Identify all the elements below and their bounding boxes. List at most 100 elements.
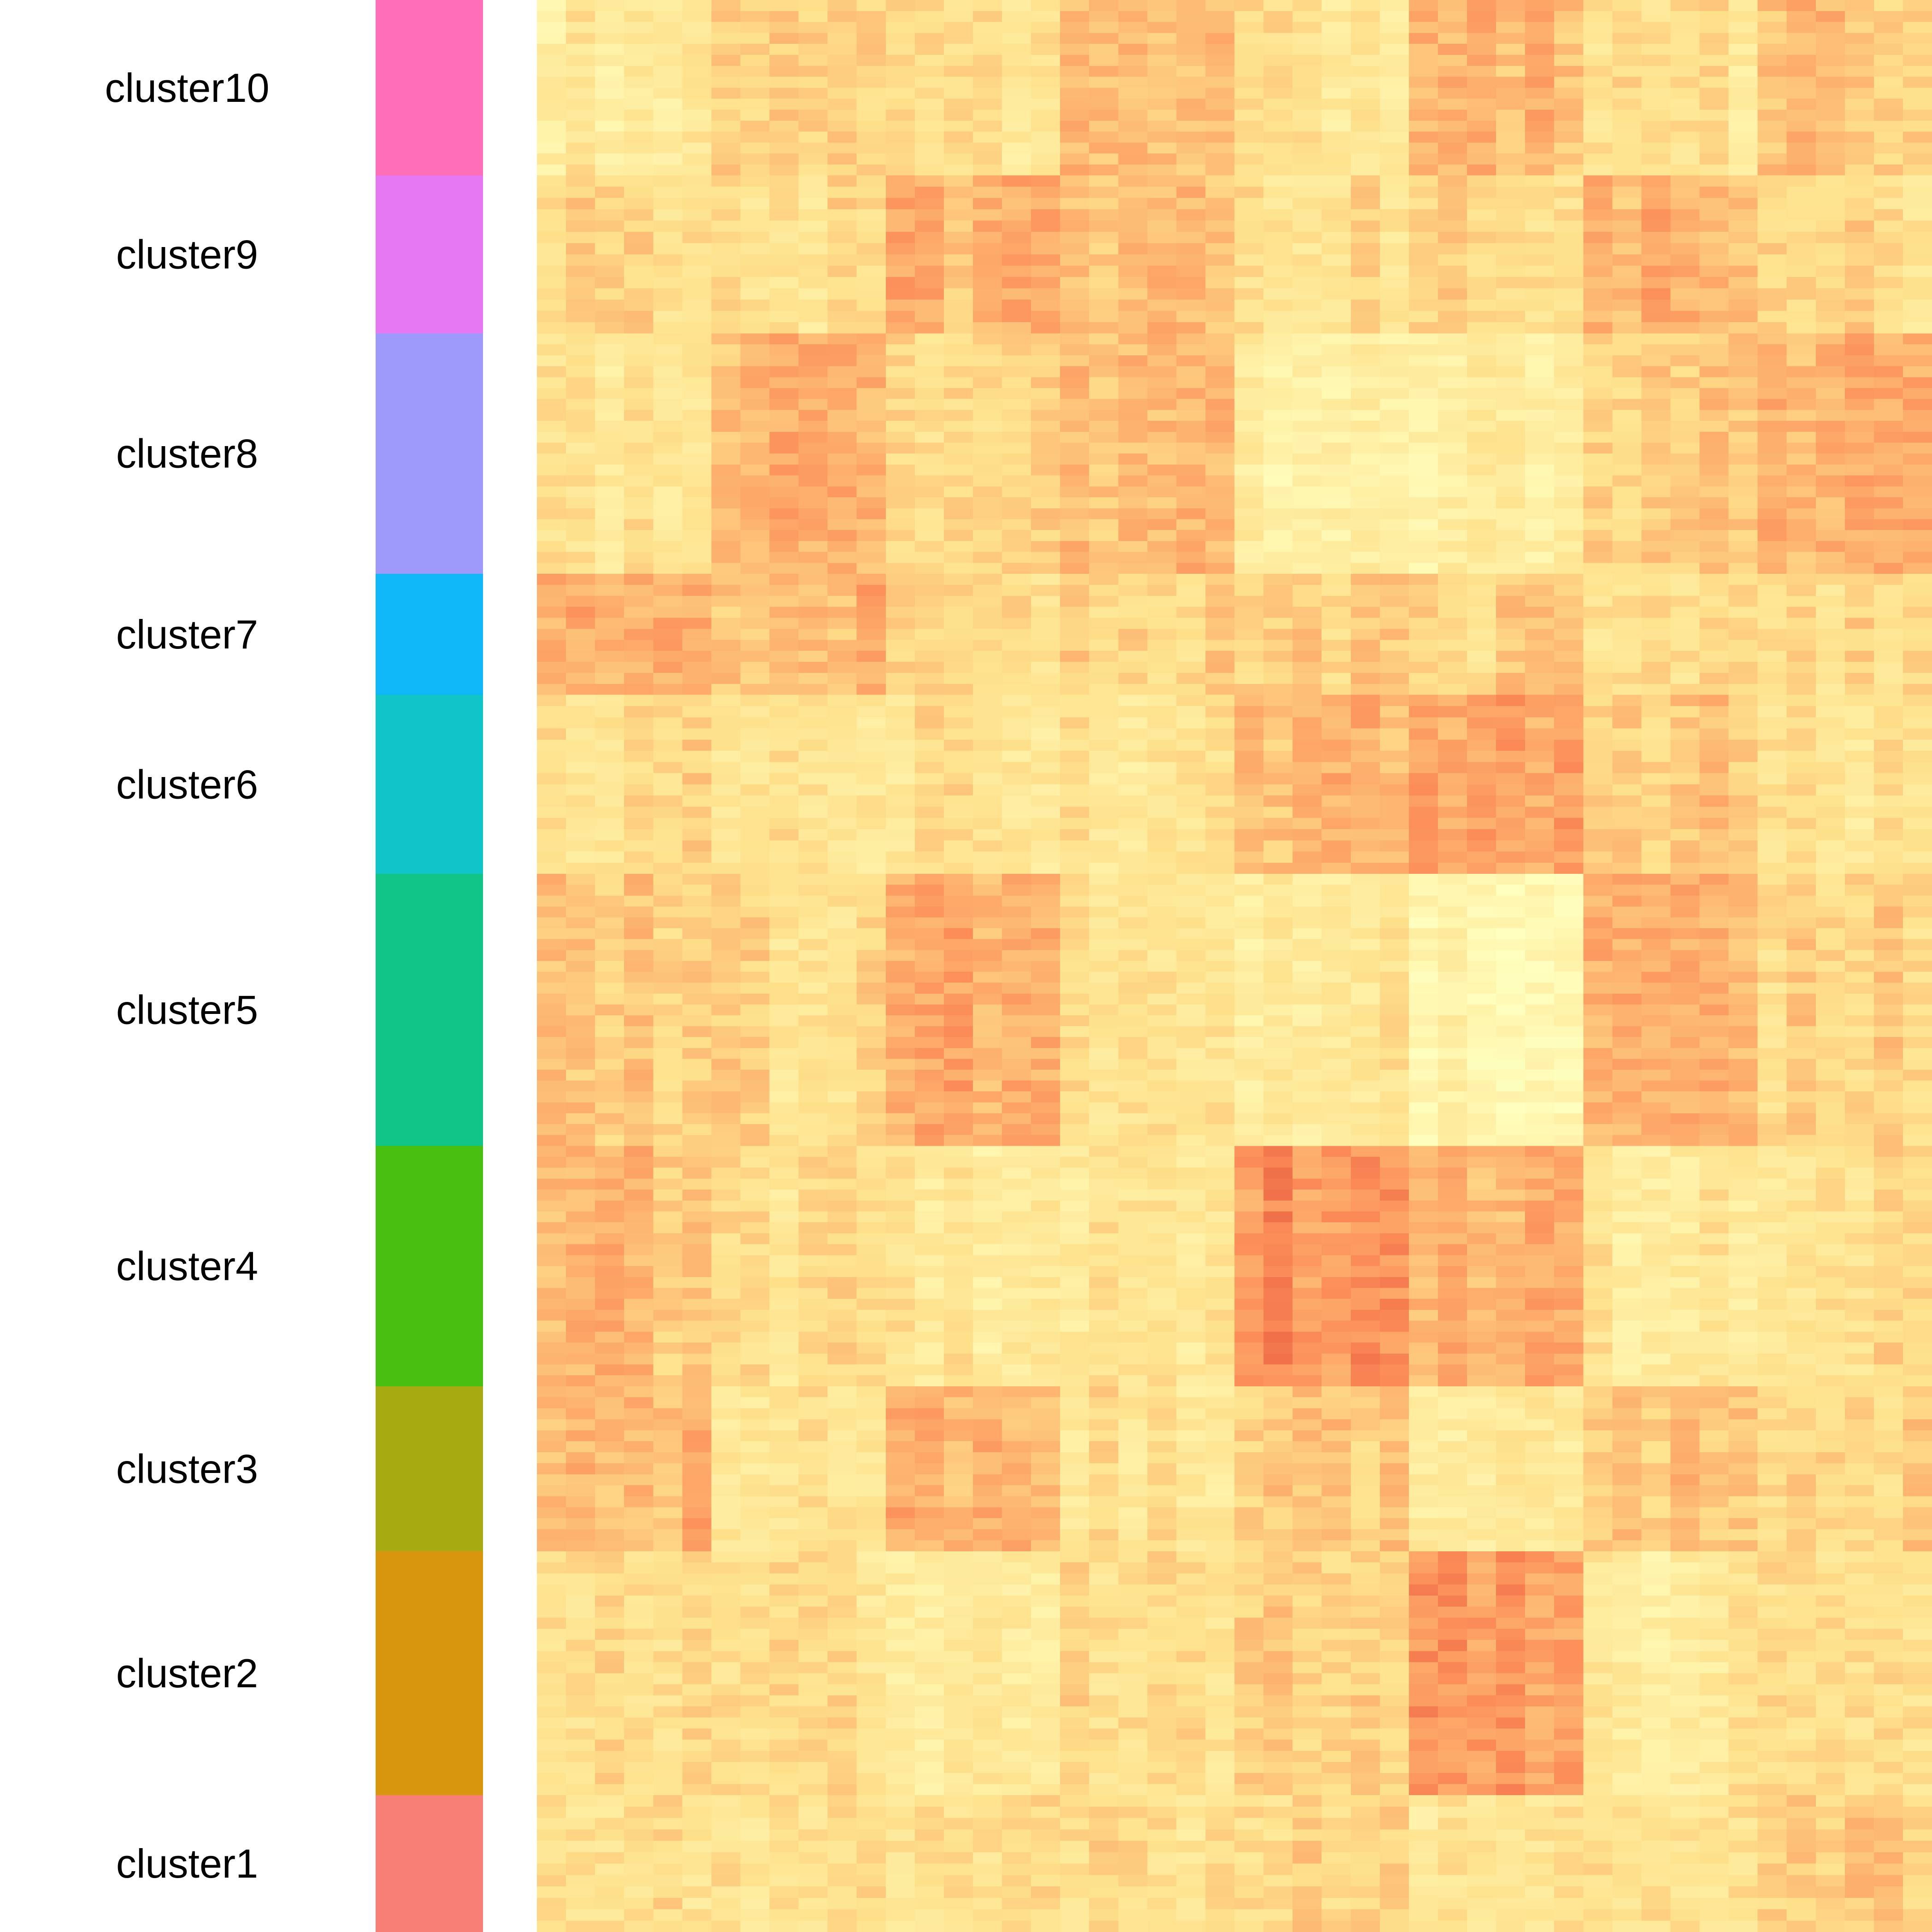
heatmap-cell [740,486,770,498]
heatmap-cell [1321,220,1351,232]
heatmap-cell [827,672,857,684]
heatmap-cell [1757,454,1787,465]
heatmap-cell [1873,1113,1903,1125]
heatmap-cell [1437,728,1467,740]
heatmap-cell [682,1059,712,1070]
heatmap-cell [1002,1113,1031,1125]
heatmap-cell [1641,164,1671,176]
heatmap-cell [1089,739,1119,751]
heatmap-cell [1263,928,1293,940]
heatmap-cell [653,77,683,88]
heatmap-cell [1379,629,1409,640]
heatmap-cell [1467,232,1496,244]
heatmap-cell [1060,993,1090,1005]
heatmap-cell [1699,454,1729,465]
heatmap-cell [537,1080,566,1092]
heatmap-cell [856,717,886,729]
heatmap-cell [1612,662,1642,673]
heatmap-cell [1263,1048,1293,1060]
heatmap-cell [1728,99,1758,110]
heatmap-cell [1612,541,1642,553]
heatmap-cell [653,1091,683,1103]
heatmap-cell [1844,584,1874,596]
heatmap-cell [972,1004,1002,1016]
heatmap-cell [1583,751,1613,762]
heatmap-cell [1903,344,1932,356]
heatmap-cell [1205,672,1235,684]
heatmap-cell [769,464,799,476]
heatmap-cell [1379,54,1409,66]
heatmap-cell [1786,99,1816,110]
heatmap-cell [856,840,886,852]
heatmap-cell [827,442,857,454]
heatmap-cell [1699,288,1729,300]
heatmap-cell [1670,960,1700,972]
heatmap-cell [885,906,915,918]
heatmap-cell [972,77,1002,88]
heatmap-cell [1641,874,1671,885]
heatmap-cell [1437,629,1467,640]
heatmap-cell [1292,1113,1322,1125]
heatmap-cell [1786,44,1816,55]
heatmap-cell [769,1102,799,1114]
heatmap-cell [914,541,944,553]
heatmap-cell [1903,355,1932,367]
heatmap-cell [1379,355,1409,367]
heatmap-cell [595,243,624,255]
heatmap-cell [1031,322,1060,334]
heatmap-cell [914,44,944,55]
heatmap-cell [1525,464,1555,476]
heatmap-cell [1699,706,1729,718]
heatmap-cell [537,209,566,221]
heatmap-cell [1002,784,1031,796]
heatmap-cell [943,1048,973,1060]
heatmap-cell [1467,1048,1496,1060]
heatmap-cell [798,497,828,509]
heatmap-cell [682,829,712,841]
heatmap-cell [1757,607,1787,618]
heatmap-cell [1496,993,1526,1005]
heatmap-cell [1815,818,1845,830]
heatmap-cell [537,739,566,751]
heatmap-cell [885,153,915,165]
heatmap-cell [943,728,973,740]
heatmap-cell [1118,1037,1148,1048]
heatmap-cell [1728,595,1758,607]
heatmap-cell [682,142,712,154]
heatmap-cell [1786,22,1816,33]
heatmap-cell [1554,508,1584,520]
heatmap-cell [1176,475,1206,487]
heatmap-cell [1554,454,1584,465]
heatmap-cell [827,1026,857,1037]
heatmap-cell [1031,377,1060,389]
heatmap-cell [1379,99,1409,110]
heatmap-cell [1437,795,1467,807]
heatmap-cell [1031,355,1060,367]
heatmap-cell [624,629,654,640]
heatmap-cell [1176,541,1206,553]
heatmap-cell [1699,54,1729,66]
heatmap-cell [566,807,595,819]
heatmap-cell [885,344,915,356]
heatmap-cell [827,486,857,498]
heatmap-cell [740,399,770,410]
heatmap-cell [1408,884,1438,896]
heatmap-cell [1699,1026,1729,1037]
heatmap-cell [1437,254,1467,266]
heatmap-cell [943,939,973,950]
heatmap-cell [566,829,595,841]
heatmap-cell [1118,377,1148,389]
heatmap-cell [1379,519,1409,530]
heatmap-cell [566,399,595,410]
heatmap-cell [1903,851,1932,863]
heatmap-cell [624,33,654,44]
heatmap-cell [653,1070,683,1081]
heatmap-cell [682,265,712,277]
heatmap-cell [1903,99,1932,110]
heatmap-cell [1786,1070,1816,1081]
heatmap-cell [1147,695,1177,707]
heatmap-cell [1699,717,1729,729]
heatmap-cell [1670,950,1700,961]
heatmap-cell [827,399,857,410]
